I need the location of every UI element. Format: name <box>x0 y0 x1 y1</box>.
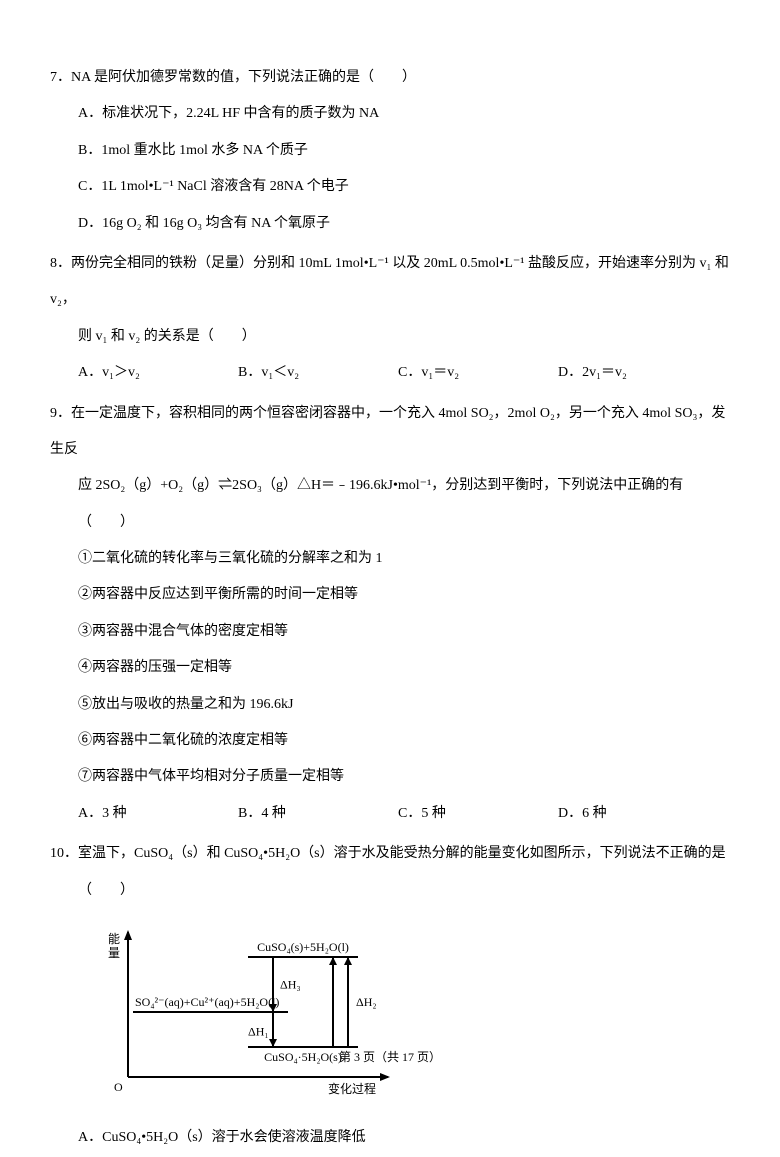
q9-option-d: D．6 种 <box>558 796 718 832</box>
q10-stem-2: （ ） <box>50 873 730 909</box>
q9-option-c: C．5 种 <box>398 796 558 832</box>
svg-text:SO₄²⁻(aq)+Cu²⁺(aq)+5H₂O(l): SO₄²⁻(aq)+Cu²⁺(aq)+5H₂O(l) <box>135 995 279 1009</box>
q8-stem-2: 则 v₁ 和 v₂ 的关系是（ ） <box>50 319 730 355</box>
q9-s5: ⑤放出与吸收的热量之和为 196.6kJ <box>50 687 730 723</box>
svg-text:CuSO₄(s)+5H₂O(l): CuSO₄(s)+5H₂O(l) <box>257 940 349 954</box>
q9-s1: ①二氧化硫的转化率与三氧化硫的分解率之和为 1 <box>50 541 730 577</box>
q9-s4: ④两容器的压强一定相等 <box>50 650 730 686</box>
svg-text:ΔH₂: ΔH₂ <box>356 995 377 1009</box>
q7-option-d: D．16g O₂ 和 16g O₃ 均含有 NA 个氧原子 <box>50 206 730 242</box>
q10-stem-1: 10．室温下，CuSO₄（s）和 CuSO₄•5H₂O（s）溶于水及能受热分解的… <box>50 836 730 872</box>
question-9: 9．在一定温度下，容积相同的两个恒容密闭容器中，一个充入 4mol SO₂，2m… <box>50 396 730 833</box>
q8-option-b: B．v₁＜v₂ <box>238 355 398 391</box>
q9-s2: ②两容器中反应达到平衡所需的时间一定相等 <box>50 577 730 613</box>
q9-s3: ③两容器中混合气体的密度定相等 <box>50 614 730 650</box>
q7-option-a: A．标准状况下，2.24L HF 中含有的质子数为 NA <box>50 96 730 132</box>
page-footer: 第 3 页（共 17 页） <box>0 1042 780 1073</box>
q8-stem-1: 8．两份完全相同的铁粉（足量）分别和 10mL 1mol•L⁻¹ 以及 20mL… <box>50 246 730 319</box>
svg-text:ΔH₃: ΔH₃ <box>280 977 301 991</box>
q9-options: A．3 种 B．4 种 C．5 种 D．6 种 <box>50 796 730 832</box>
q8-options: A．v₁＞v₂ B．v₁＜v₂ C．v₁＝v₂ D．2v₁＝v₂ <box>50 355 730 391</box>
q8-option-d: D．2v₁＝v₂ <box>558 355 718 391</box>
q9-stem-1: 9．在一定温度下，容积相同的两个恒容密闭容器中，一个充入 4mol SO₂，2m… <box>50 396 730 469</box>
q8-option-a: A．v₁＞v₂ <box>78 355 238 391</box>
svg-text:ΔH₁: ΔH₁ <box>248 1024 269 1038</box>
svg-text:量: 量 <box>108 946 120 960</box>
q7-option-c: C．1L 1mol•L⁻¹ NaCl 溶液含有 28NA 个电子 <box>50 169 730 205</box>
svg-text:变化过程: 变化过程 <box>328 1081 376 1096</box>
q8-option-c: C．v₁＝v₂ <box>398 355 558 391</box>
q7-stem: 7．NA 是阿伏加德罗常数的值，下列说法正确的是（ ） <box>50 60 730 96</box>
q10-option-a: A．CuSO₄•5H₂O（s）溶于水会使溶液温度降低 <box>50 1120 730 1156</box>
q7-option-b: B．1mol 重水比 1mol 水多 NA 个质子 <box>50 133 730 169</box>
q9-s6: ⑥两容器中二氧化硫的浓度定相等 <box>50 723 730 759</box>
q9-s7: ⑦两容器中气体平均相对分子质量一定相等 <box>50 759 730 795</box>
q9-option-b: B．4 种 <box>238 796 398 832</box>
question-10: 10．室温下，CuSO₄（s）和 CuSO₄•5H₂O（s）溶于水及能受热分解的… <box>50 836 730 1157</box>
question-8: 8．两份完全相同的铁粉（足量）分别和 10mL 1mol•L⁻¹ 以及 20mL… <box>50 246 730 392</box>
q9-option-a: A．3 种 <box>78 796 238 832</box>
energy-diagram: 能量 O 变化过程 CuSO₄(s)+5H₂O(l) SO₄²⁻(aq)+Cu²⁺(aq… <box>50 917 730 1112</box>
question-7: 7．NA 是阿伏加德罗常数的值，下列说法正确的是（ ） A．标准状况下，2.24… <box>50 60 730 242</box>
svg-text:O: O <box>114 1080 123 1094</box>
q9-stem-2: 应 2SO₂（g）+O₂（g）⇌2SO₃（g）△H＝﹣196.6kJ•mol⁻¹… <box>50 468 730 541</box>
svg-text:能: 能 <box>108 932 120 946</box>
